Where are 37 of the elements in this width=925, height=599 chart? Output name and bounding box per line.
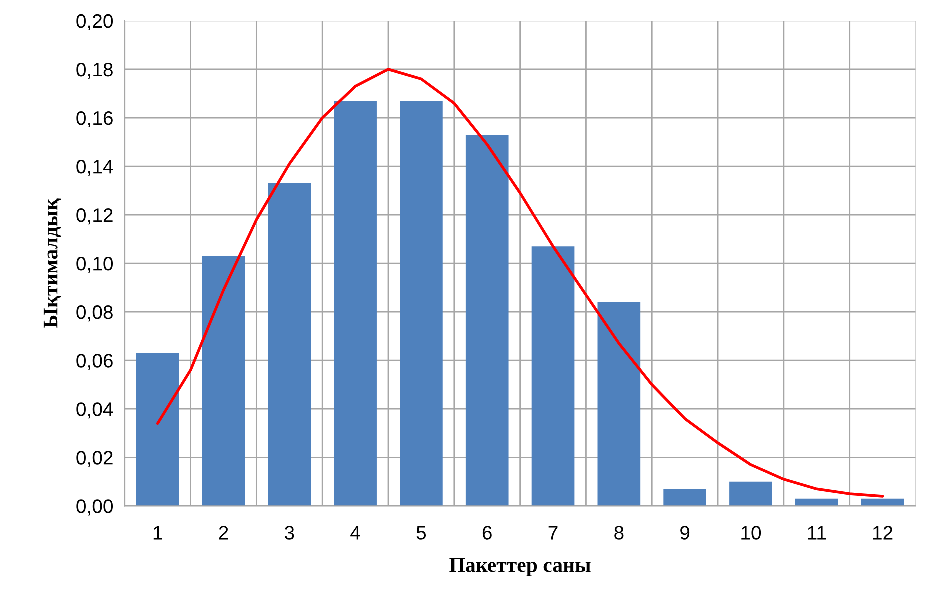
y-tick-label: 0,20: [76, 14, 114, 30]
x-tick-label: 3: [284, 526, 294, 540]
x-tick-label: 1: [154, 526, 162, 540]
bar: [400, 101, 443, 506]
x-tick-label: 11: [808, 526, 826, 540]
bar: [664, 489, 706, 506]
x-tick-label: 4: [350, 526, 360, 540]
y-tick-label: 0,10: [76, 257, 114, 274]
bar: [598, 302, 641, 506]
y-tick-label: 0,12: [76, 208, 113, 225]
bar: [202, 256, 246, 506]
y-tick-label: 0,06: [76, 354, 113, 370]
y-tick-label: 0,16: [76, 111, 113, 128]
y-tick-label: 0,04: [76, 402, 114, 419]
bar: [136, 353, 180, 506]
bar: [466, 134, 509, 506]
bar: [730, 482, 772, 506]
line-series: [156, 68, 884, 498]
x-tick-label: 10: [742, 526, 762, 540]
x-axis-title: Пакеттер саны: [450, 558, 591, 577]
y-tick-label: 0,08: [76, 306, 113, 322]
x-tick-label: 2: [219, 526, 228, 540]
y-tick-label: 0,02: [76, 451, 113, 468]
y-tick-label: 0,00: [76, 500, 114, 516]
x-tick-label: 8: [614, 526, 624, 540]
bar: [532, 246, 575, 506]
y-axis-title: Ықтималдық: [44, 198, 62, 328]
bar: [795, 498, 838, 506]
x-tick-label: 6: [482, 526, 492, 540]
y-tick-label: 0,14: [76, 160, 114, 176]
x-tick-label: 9: [680, 526, 690, 540]
bar: [268, 184, 312, 506]
x-tick-label: 7: [548, 526, 558, 540]
x-tick-label: 5: [416, 526, 426, 540]
y-tick-label: 0,18: [76, 62, 113, 80]
x-tick-label: 12: [873, 526, 893, 540]
bar: [334, 101, 377, 506]
